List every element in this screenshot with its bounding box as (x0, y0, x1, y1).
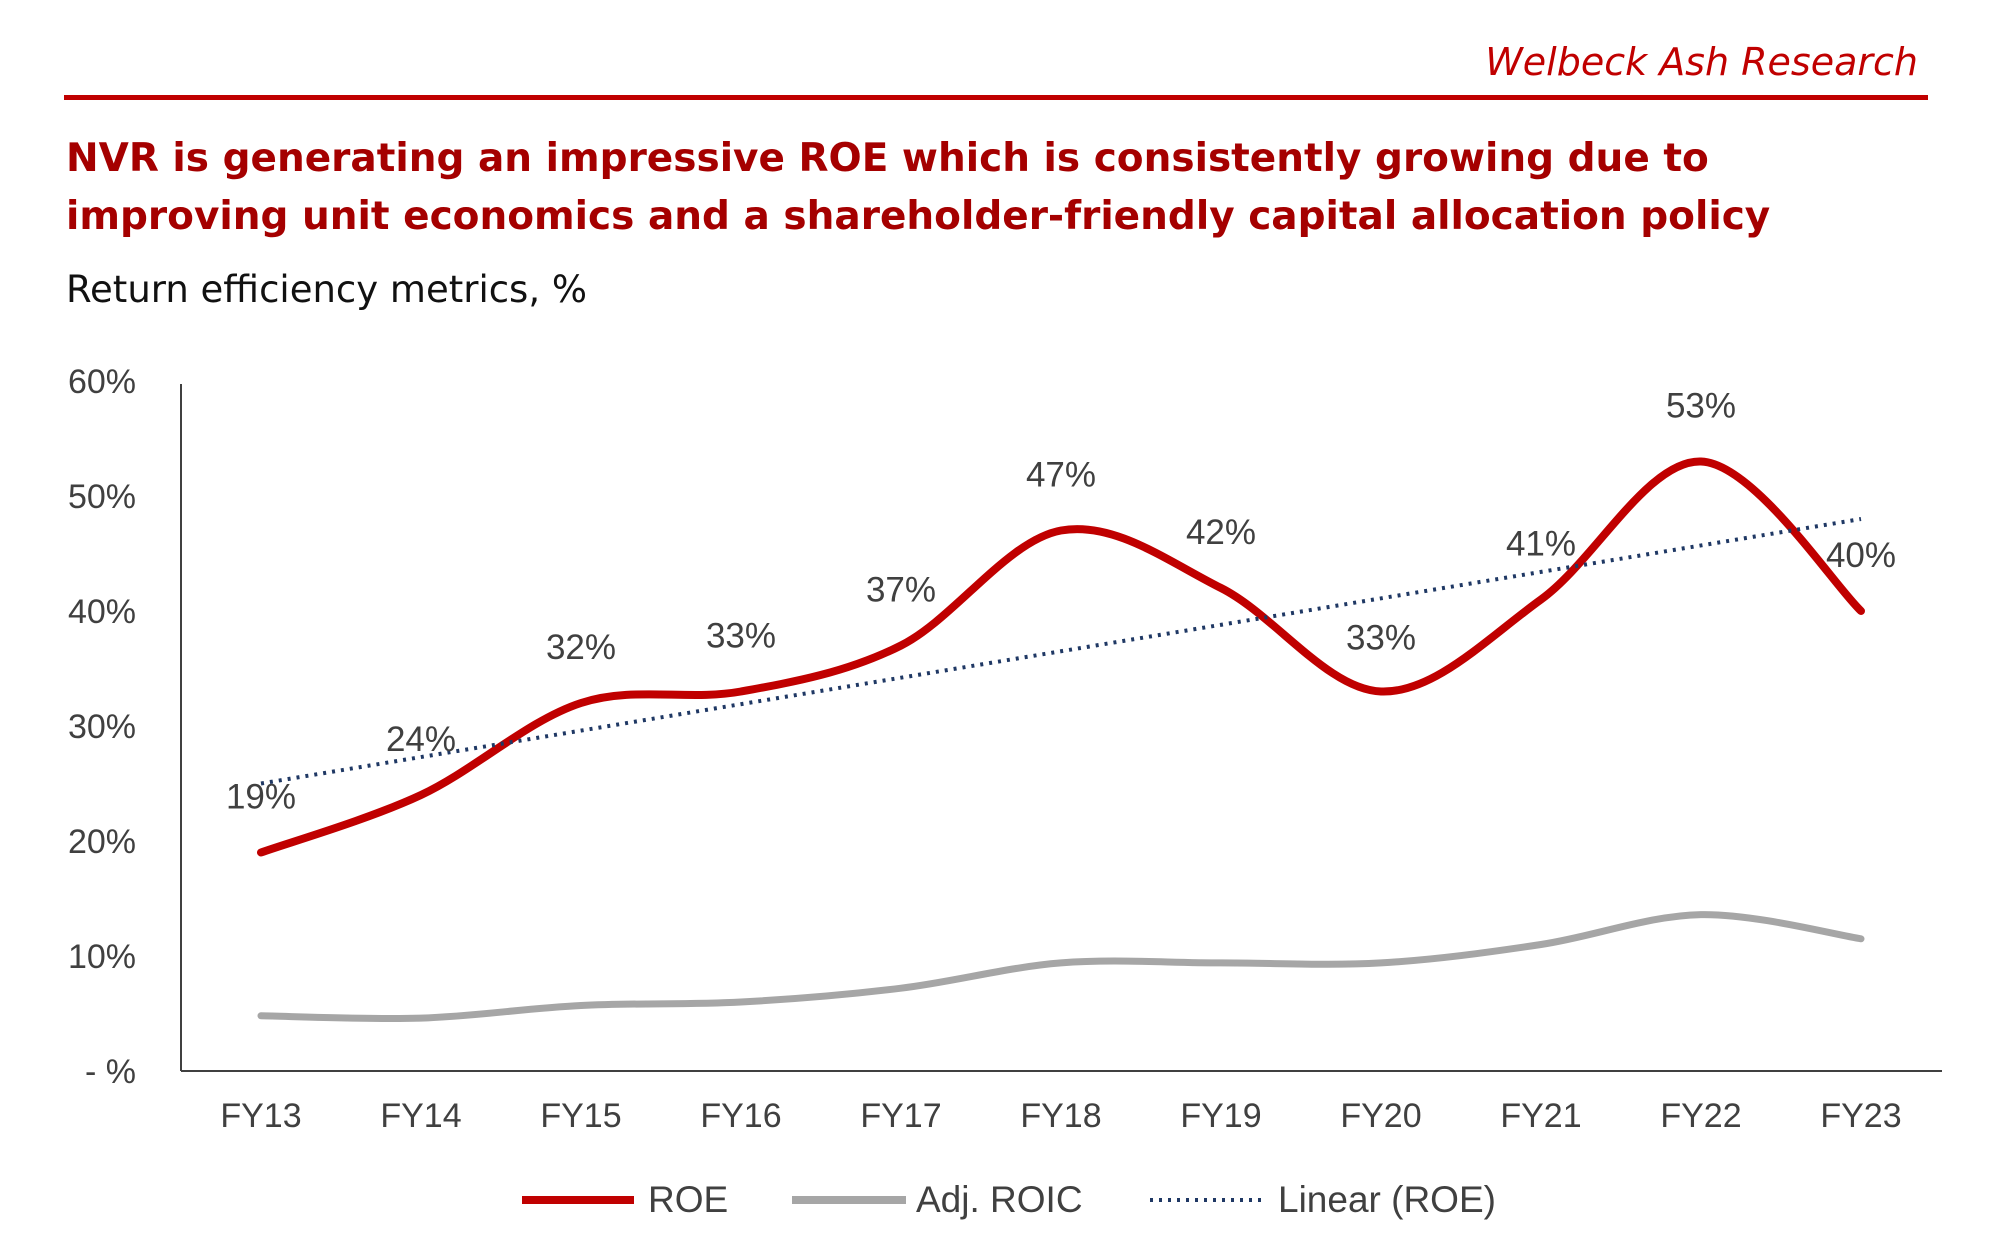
data-label-roe: 42% (1186, 513, 1256, 552)
x-tick-label: FY13 (220, 1097, 301, 1135)
chart-headline: NVR is generating an impressive ROE whic… (66, 136, 1771, 239)
legend-label: Adj. ROIC (916, 1179, 1083, 1220)
y-tick-label: 20% (68, 823, 136, 861)
data-label-roe: 33% (706, 617, 776, 656)
y-tick-label: 50% (68, 478, 136, 516)
y-tick-label: - % (85, 1053, 136, 1091)
data-label-roe: 24% (386, 720, 456, 759)
data-label-roe: 33% (1346, 619, 1416, 658)
series-line-roe (257, 457, 1865, 857)
y-tick-label: 40% (68, 593, 136, 631)
x-tick-label: FY17 (860, 1097, 941, 1135)
data-label-roe: 41% (1506, 525, 1576, 564)
legend-label: Linear (ROE) (1278, 1179, 1496, 1220)
legend-item-roe: ROE (522, 1179, 728, 1220)
y-tick-label: 10% (68, 938, 136, 976)
data-label-roe: 32% (546, 628, 616, 667)
x-tick-label: FY14 (380, 1097, 461, 1135)
y-tick-label: 60% (68, 363, 136, 401)
x-tick-label: FY20 (1340, 1097, 1421, 1135)
x-tick-label: FY18 (1020, 1097, 1101, 1135)
chart-subtitle: Return efficiency metrics, % (66, 268, 588, 311)
data-label-roe: 40% (1826, 536, 1896, 575)
x-tick-label: FY23 (1820, 1097, 1901, 1135)
x-tick-label: FY22 (1660, 1097, 1741, 1135)
y-tick-label: 30% (68, 708, 136, 746)
x-tick-label: FY15 (540, 1097, 621, 1135)
brand-label: Welbeck Ash Research (1485, 40, 1918, 84)
x-tick-label: FY19 (1180, 1097, 1261, 1135)
data-label-roe: 53% (1666, 387, 1736, 426)
data-label-roe: 19% (226, 778, 296, 817)
legend-label: ROE (648, 1179, 728, 1220)
series-line-linear-roe (260, 517, 1862, 786)
legend-item-linear-roe: Linear (ROE) (1150, 1179, 1496, 1220)
x-tick-label: FY21 (1500, 1097, 1581, 1135)
series-line-adj-roic (257, 911, 1865, 1023)
x-tick-label: FY16 (700, 1097, 781, 1135)
data-label-roe: 47% (1026, 456, 1096, 495)
data-label-roe: 37% (866, 571, 936, 610)
header-rule (64, 95, 1928, 100)
legend-item-adj-roic: Adj. ROIC (792, 1179, 1083, 1220)
